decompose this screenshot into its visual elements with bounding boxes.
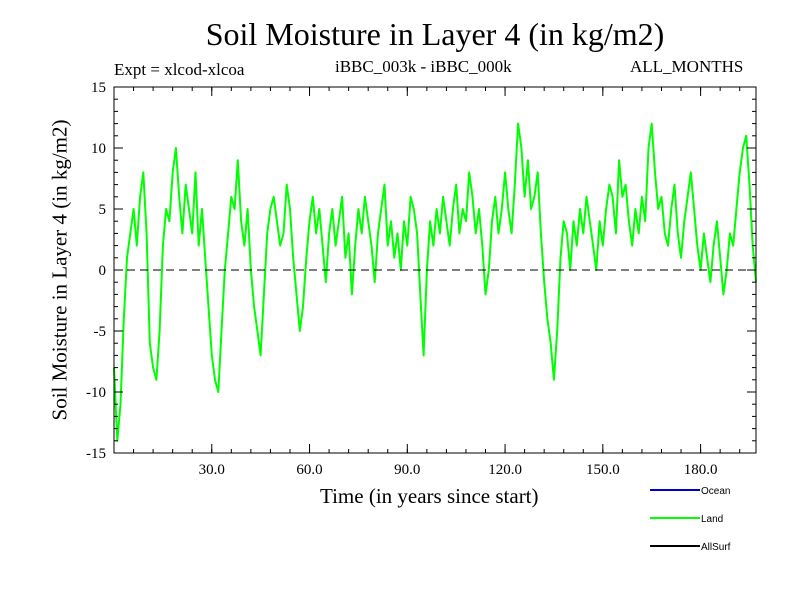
y-tick-label: -5 xyxy=(94,324,107,340)
x-axis-label: Time (in years since start) xyxy=(320,484,539,508)
y-tick-label: 10 xyxy=(91,141,106,157)
x-tick-label: 120.0 xyxy=(488,462,522,478)
x-tick-label: 150.0 xyxy=(586,462,620,478)
period-label: ALL_MONTHS xyxy=(630,57,744,76)
legend-label-land: Land xyxy=(701,514,723,525)
y-tick-label: 0 xyxy=(99,263,107,279)
y-tick-label: -10 xyxy=(86,385,106,401)
axes: 30.0 60.0 90.0 120.0 150.0 180.0 -15 -10 -5 0 5 10 1… xyxy=(86,80,757,478)
x-tick-label: 30.0 xyxy=(199,462,225,478)
x-tick-label: 90.0 xyxy=(394,462,420,478)
y-tick-label: 15 xyxy=(91,80,106,96)
legend-label-ocean: Ocean xyxy=(701,486,730,497)
legend: Ocean Land AllSurf xyxy=(650,486,731,553)
chart-title: Soil Moisture in Layer 4 (in kg/m2) xyxy=(205,16,665,52)
series-line-land xyxy=(113,122,757,442)
y-tick-label: -15 xyxy=(86,446,106,462)
experiment-label: Expt = xlcod-xlcoa xyxy=(114,60,245,79)
x-tick-label: 60.0 xyxy=(296,462,322,478)
plot-area xyxy=(113,122,757,442)
x-tick-label: 180.0 xyxy=(684,462,718,478)
y-tick-label: 5 xyxy=(99,202,107,218)
legend-label-allsurf: AllSurf xyxy=(701,542,731,553)
chart-subtitle: iBBC_003k - iBBC_000k xyxy=(335,57,512,76)
